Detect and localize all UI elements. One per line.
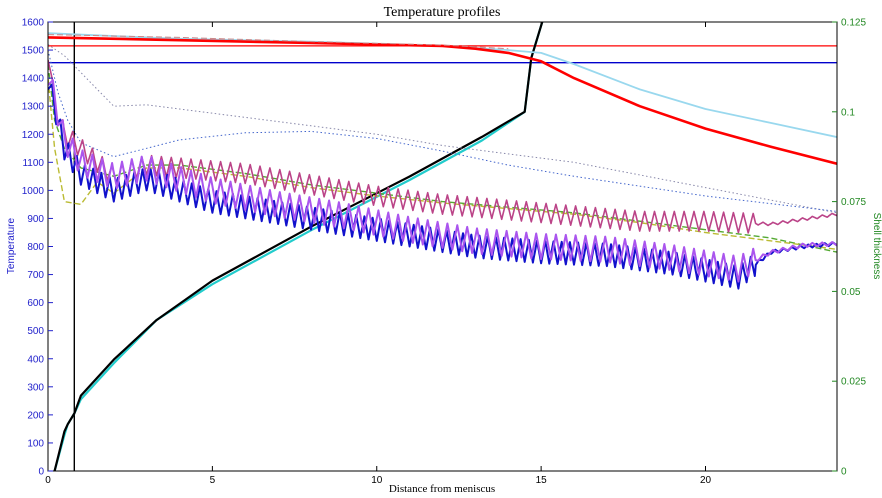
y-left-tick-label: 100 bbox=[27, 438, 44, 449]
y-left-tick-label: 500 bbox=[27, 326, 44, 337]
axis-ticks: 0 5 10 15 2001002003004005006007008009001000… bbox=[22, 18, 867, 487]
y-left-tick-label: 1600 bbox=[22, 18, 45, 29]
y-left-tick-label: 200 bbox=[27, 410, 44, 421]
series-line-3 bbox=[48, 36, 837, 165]
x-tick-label: 10 bbox=[371, 475, 383, 486]
series-line-5 bbox=[48, 44, 837, 214]
y-axis-label-left: Temperature bbox=[6, 217, 17, 274]
y-right-tick-label: 0.025 bbox=[841, 377, 866, 388]
series-line-4 bbox=[48, 34, 509, 50]
y-left-tick-label: 1500 bbox=[22, 46, 45, 57]
series-line-0 bbox=[53, 22, 544, 471]
series-line-6 bbox=[48, 49, 837, 212]
y-left-tick-label: 300 bbox=[27, 382, 44, 393]
y-left-tick-label: 1400 bbox=[22, 74, 45, 85]
y-left-tick-label: 0 bbox=[38, 467, 44, 478]
y-right-tick-label: 0.075 bbox=[841, 197, 866, 208]
y-left-tick-label: 1300 bbox=[22, 102, 45, 113]
y-left-tick-label: 400 bbox=[27, 354, 44, 365]
x-axis-label: Distance from meniscus bbox=[389, 483, 495, 495]
y-left-tick-label: 1000 bbox=[22, 186, 45, 197]
y-left-tick-label: 900 bbox=[27, 214, 44, 225]
y-left-tick-label: 800 bbox=[27, 242, 44, 253]
y-axis-label-right: Shell thickness bbox=[871, 213, 882, 280]
x-tick-label: 0 bbox=[45, 475, 51, 486]
series-line-11 bbox=[48, 79, 837, 283]
plot-content bbox=[48, 22, 837, 471]
y-right-tick-label: 0.125 bbox=[841, 18, 866, 29]
x-tick-label: 20 bbox=[700, 475, 712, 486]
y-left-tick-label: 1100 bbox=[22, 158, 44, 169]
series-line-10 bbox=[48, 83, 837, 290]
y-right-tick-label: 0 bbox=[841, 467, 847, 478]
y-right-tick-label: 0.05 bbox=[841, 287, 861, 298]
y-left-tick-label: 600 bbox=[27, 298, 44, 309]
series-line-8 bbox=[48, 78, 837, 250]
x-tick-label: 15 bbox=[536, 475, 548, 486]
x-tick-label: 5 bbox=[210, 475, 216, 486]
y-right-tick-label: 0.1 bbox=[841, 107, 855, 118]
series-line-1 bbox=[53, 22, 544, 471]
chart-title: Temperature profiles bbox=[384, 5, 501, 20]
series-line-2 bbox=[48, 32, 837, 138]
y-left-tick-label: 1200 bbox=[22, 130, 45, 141]
y-left-tick-label: 700 bbox=[27, 270, 44, 281]
series-line-9 bbox=[48, 59, 837, 234]
